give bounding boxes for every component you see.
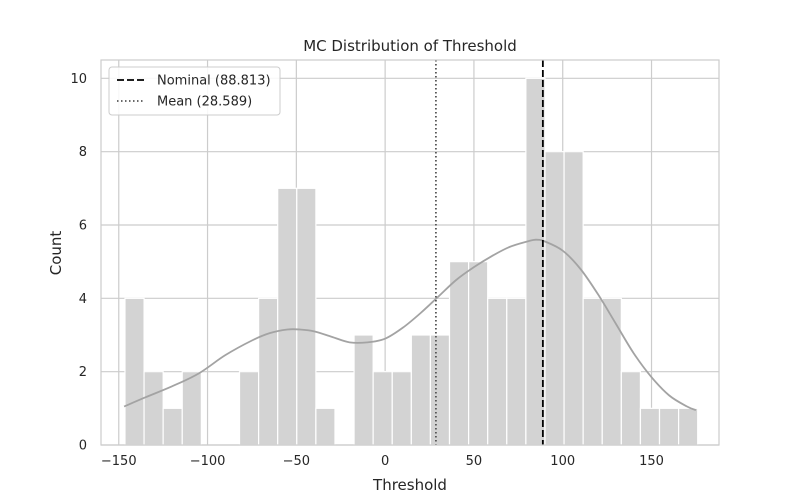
histogram-bar [448,261,470,446]
x-tick-label: 150 [639,454,664,469]
y-tick-label: 6 [79,219,87,234]
x-tick-label: −50 [283,454,310,469]
y-tick-label: 4 [79,292,87,307]
histogram-bar [677,407,699,446]
x-tick-label: 50 [466,454,483,469]
histogram-bar [620,371,642,446]
histogram-bar [238,371,260,446]
x-tick-label: −100 [190,454,226,469]
kde-curve-group [123,238,697,412]
histogram-bar [162,407,183,446]
tick-labels: −150 −100 −50 0 50 100 150 0 2 4 6 8 10 [70,72,663,469]
reference-lines [435,60,544,445]
histogram-bars [124,77,699,446]
histogram-bar [277,187,298,446]
histogram-bar [639,407,661,446]
histogram-bar [506,297,527,446]
histogram-bar [391,371,412,446]
histogram-bar [410,334,432,446]
chart-title: MC Distribution of Threshold [303,37,517,55]
y-tick-label: 8 [79,145,87,160]
plot-frame [100,59,720,446]
histogram-bar [468,261,489,446]
x-tick-label: 100 [550,454,575,469]
histogram-bar [544,151,565,446]
histogram-bar [181,371,202,446]
histogram-bar [658,407,680,446]
histogram-bar [353,334,374,446]
legend-box [108,66,281,116]
histogram-bar [429,334,451,446]
histogram-bar [315,407,336,446]
legend-label-mean: Mean (28.589) [157,95,252,110]
y-tick-label: 2 [79,365,87,380]
x-axis-label: Threshold [372,476,447,494]
histogram-bar [296,187,317,446]
histogram-bar [124,297,145,446]
histogram-bar [143,371,164,446]
legend: Nominal (88.813) Mean (28.589) [108,66,281,116]
histogram-bar [601,297,622,446]
legend-label-nominal: Nominal (88.813) [157,74,271,89]
y-tick-label: 10 [70,72,87,87]
kde-curve [123,238,697,412]
x-tick-label: −150 [101,454,137,469]
histogram-bar [372,371,393,446]
histogram-bar [487,297,508,446]
histogram-bar [582,297,603,446]
histogram-bar [563,151,584,446]
x-tick-label: 0 [381,454,389,469]
histogram-bar [258,297,279,446]
y-tick-label: 0 [79,439,87,454]
y-axis-label: Count [47,231,65,276]
